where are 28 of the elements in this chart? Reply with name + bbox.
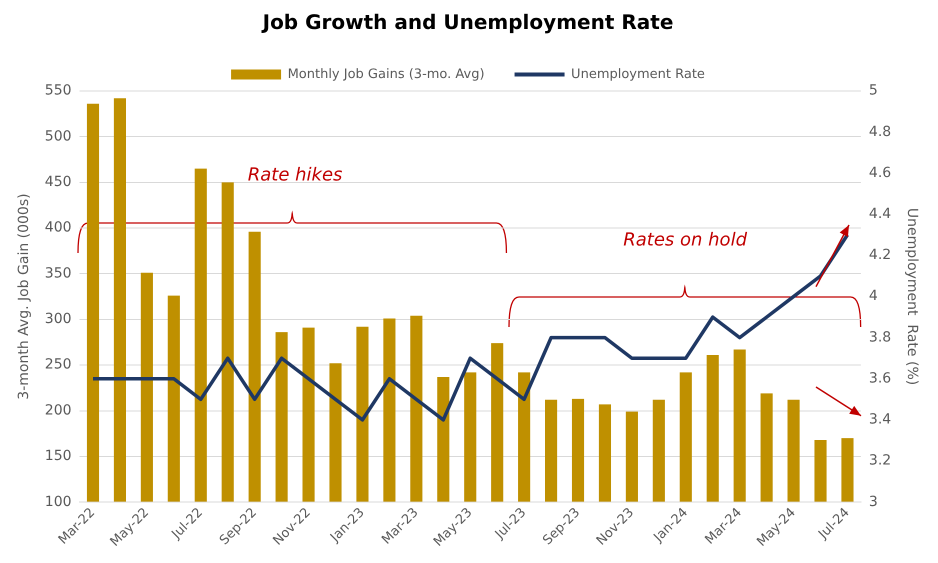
- y-tick-label: 400: [44, 220, 72, 236]
- y-tick-label: 450: [44, 174, 72, 190]
- y2-tick-label: 4.8: [868, 124, 892, 140]
- chart-title: Job Growth and Unemployment Rate: [260, 10, 674, 34]
- y-tick-label: 300: [44, 311, 72, 328]
- y2-tick-label: 5: [868, 82, 878, 99]
- y2-tick-label: 4: [868, 288, 878, 304]
- y-tick-label: 100: [44, 494, 72, 510]
- y2-tick-label: 4.4: [868, 206, 892, 222]
- y-tick-label: 500: [44, 128, 72, 144]
- annotation: Rates on hold: [623, 230, 748, 251]
- y-tick-label: 350: [44, 265, 72, 282]
- y2-tick-label: 3.2: [868, 452, 892, 469]
- y2-axis-title: Unemployment Rate (%): [904, 208, 920, 386]
- y-tick-label: 150: [44, 448, 72, 464]
- y-axis-title: 3-month Avg. Job Gain (000s): [16, 193, 32, 400]
- y2-tick-label: 4.2: [868, 247, 892, 264]
- y2-tick-label: 3.6: [868, 370, 892, 386]
- legend-label: Monthly Job Gains (3-mo. Avg): [288, 66, 485, 82]
- legend-label: Unemployment Rate: [571, 66, 705, 82]
- y2-tick-label: 3: [868, 494, 878, 510]
- y-tick-label: 550: [44, 82, 72, 99]
- annotation: Rate hikes: [248, 164, 342, 186]
- y2-tick-label: 3.4: [868, 412, 892, 428]
- y-tick-label: 250: [44, 356, 72, 373]
- y2-tick-label: 3.8: [868, 329, 892, 346]
- y2-tick-label: 4.6: [868, 164, 892, 181]
- y-tick-label: 200: [44, 402, 72, 418]
